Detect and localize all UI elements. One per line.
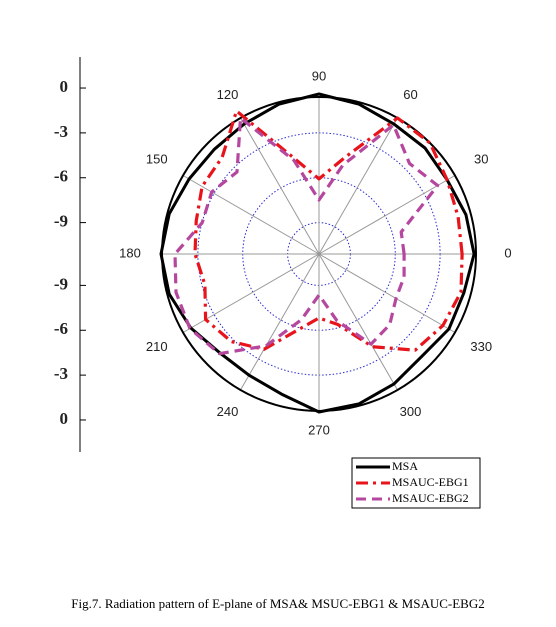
angle-label: 210 xyxy=(146,339,168,354)
legend-label: MSAUC-EBG2 xyxy=(392,491,469,505)
r-tick-label: -9 xyxy=(54,274,68,293)
angle-label: 90 xyxy=(312,68,326,83)
legend-label: MSA xyxy=(392,459,418,473)
spoke xyxy=(182,175,320,255)
caption: Fig.7. Radiation pattern of E-plane of M… xyxy=(71,596,484,611)
spoke xyxy=(318,253,398,391)
r-tick-label: -3 xyxy=(54,364,68,383)
spoke xyxy=(318,117,398,255)
angle-label: 240 xyxy=(217,404,239,419)
angle-label: 330 xyxy=(470,339,492,354)
series-line xyxy=(173,116,440,356)
angle-label: 150 xyxy=(146,152,168,167)
spoke xyxy=(240,117,320,255)
r-tick-label: -9 xyxy=(54,212,68,231)
angle-label: 270 xyxy=(308,422,330,437)
legend-label: MSAUC-EBG1 xyxy=(392,475,469,489)
r-tick-label: -3 xyxy=(54,122,68,141)
spoke xyxy=(240,253,320,391)
r-tick-label: -6 xyxy=(54,319,68,338)
angle-label: 30 xyxy=(474,152,488,167)
angle-label: 120 xyxy=(217,87,239,102)
r-tick-label: 0 xyxy=(60,77,69,96)
series-line xyxy=(193,109,464,352)
r-tick-label: -6 xyxy=(54,167,68,186)
angle-label: 180 xyxy=(119,245,141,260)
r-tick-label: 0 xyxy=(60,409,69,428)
spoke xyxy=(318,175,456,255)
angle-label: 300 xyxy=(400,404,422,419)
angle-label: 0 xyxy=(504,245,511,260)
spoke xyxy=(318,253,456,333)
angle-label: 60 xyxy=(403,87,417,102)
series-line xyxy=(159,92,476,414)
